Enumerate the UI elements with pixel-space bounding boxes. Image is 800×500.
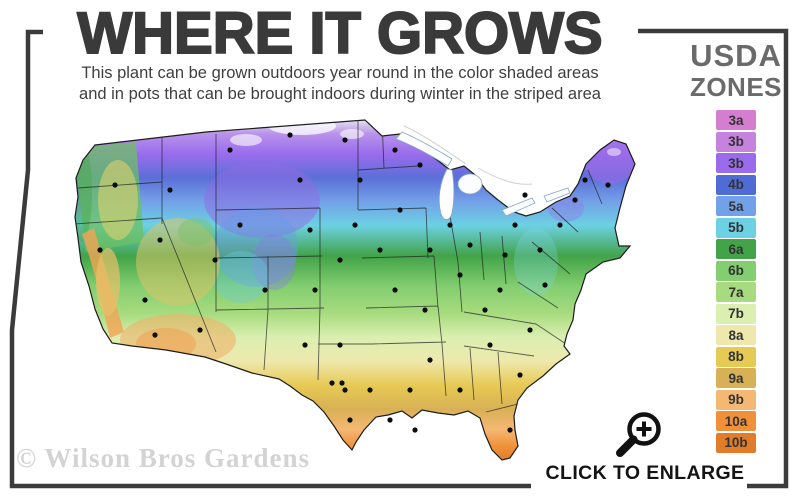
zone-chip: 5b — [716, 217, 756, 238]
zone-chip: 4b — [716, 174, 756, 195]
zone-chip: 9b — [716, 389, 756, 410]
zone-chip: 10a — [716, 411, 756, 431]
great-lakes — [395, 131, 571, 220]
zone-chip: 10b — [716, 432, 756, 453]
usda-zone-map — [66, 112, 646, 462]
canada-shoreline — [403, 125, 533, 185]
legend-title-zones: ZONES — [689, 72, 783, 102]
click-to-enlarge-button[interactable]: CLICK TO ENLARGE — [538, 404, 752, 484]
zone-chip: 8a — [716, 325, 756, 345]
state-borders — [75, 120, 603, 413]
zone-legend: USDA ZONES 3a 3b 3b 4b 5a 5b 6a 6b 7a 7b… — [686, 40, 786, 454]
zone-chip: 3a — [716, 110, 756, 130]
zone-chip-list: 3a 3b 3b 4b 5a 5b 6a 6b 7a 7b 8a 8b 9a 9… — [686, 110, 786, 454]
legend-title-usda: USDA — [690, 38, 782, 73]
zone-chip: 7b — [716, 303, 756, 324]
usda-zone-map-svg — [74, 119, 636, 461]
legend-title: USDA ZONES — [686, 40, 786, 100]
zone-chip: 9a — [716, 368, 756, 388]
zone-chip: 6a — [716, 239, 756, 259]
zone-chip: 3b — [716, 153, 756, 173]
zone-chip: 7a — [716, 282, 756, 302]
zoom-in-icon[interactable] — [602, 404, 666, 462]
zone-shading-patches — [75, 120, 635, 413]
subtitle-line-1: This plant can be grown outdoors year ro… — [81, 64, 599, 82]
zone-chip: 5a — [716, 196, 756, 216]
zone-chip: 8b — [716, 346, 756, 367]
zone-chip: 3b — [716, 131, 756, 152]
zone-chip: 6b — [716, 260, 756, 281]
watermark: © Wilson Bros Gardens — [16, 443, 310, 473]
city-dots — [97, 132, 611, 433]
click-to-enlarge-label[interactable]: CLICK TO ENLARGE — [545, 462, 745, 484]
subtitle-line-2: and in pots that can be brought indoors … — [79, 85, 601, 103]
page-title: WHERE IT GROWS — [76, 0, 603, 67]
